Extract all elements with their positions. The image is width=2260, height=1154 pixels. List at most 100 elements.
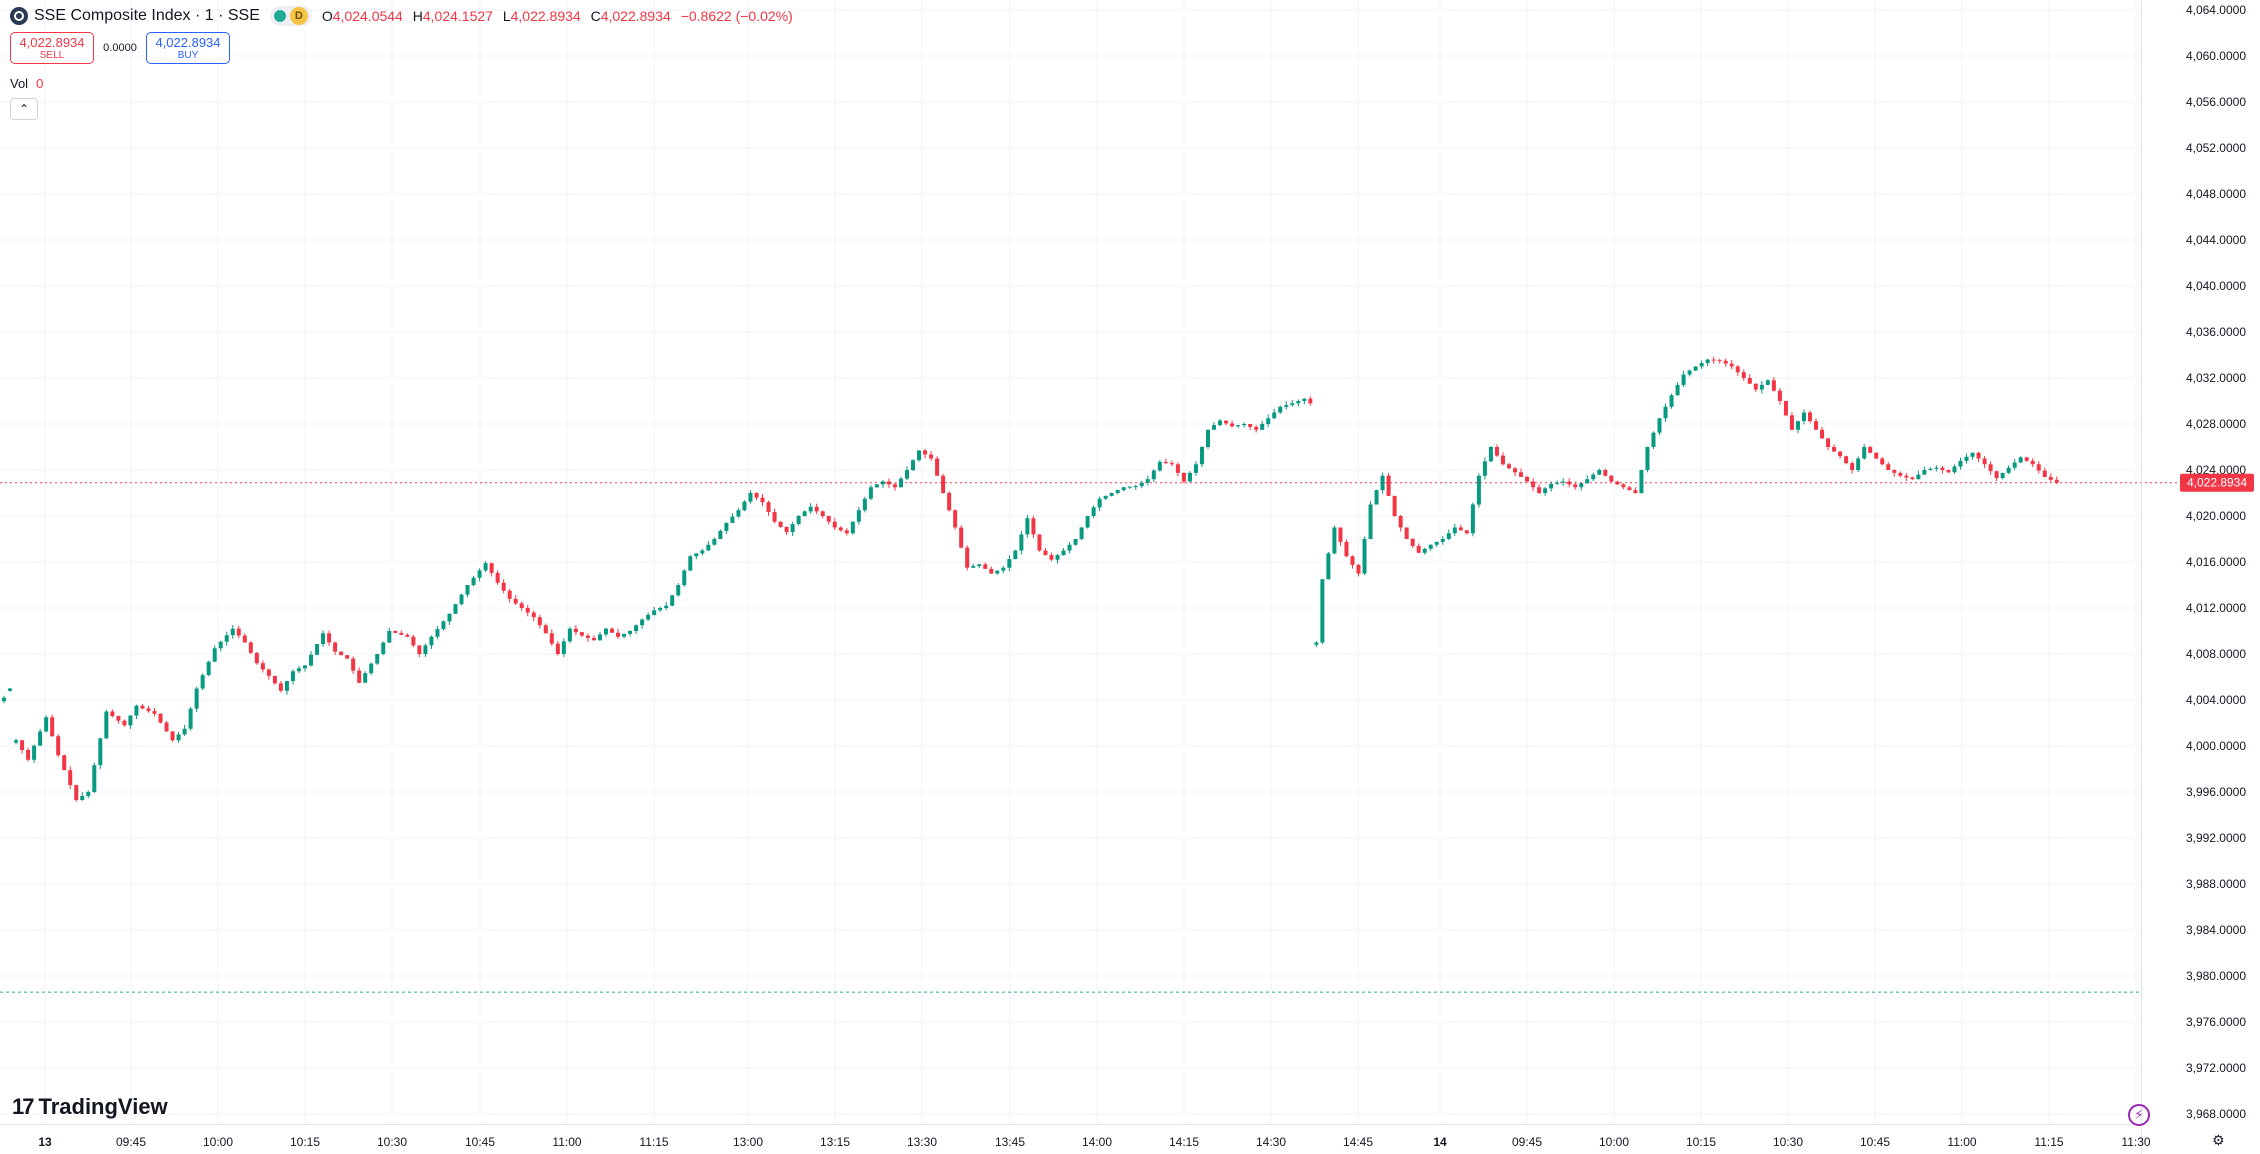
status-badges[interactable]: D <box>269 6 312 26</box>
candle-body <box>1133 486 1138 488</box>
candle-body <box>1446 533 1451 539</box>
candle-body <box>1507 464 1511 469</box>
y-tick-label: 4,036.0000 <box>2186 325 2246 339</box>
candle-body <box>1681 374 1686 385</box>
candle-body <box>543 625 548 634</box>
gear-icon[interactable]: ⚙ <box>2212 1132 2225 1148</box>
symbol-legend: SSE Composite Index · 1 · SSE D O4,024.0… <box>10 6 799 26</box>
candle-body <box>1500 455 1505 465</box>
candle-body <box>1916 474 1921 480</box>
candle-body <box>579 632 584 636</box>
candle-body <box>98 738 103 766</box>
candle-body <box>1934 467 1939 469</box>
buy-button[interactable]: 4,022.8934 BUY <box>146 32 230 64</box>
open-label: O <box>321 8 333 24</box>
last-price-value: 4,022.8934 <box>2187 476 2247 490</box>
candle-body <box>501 582 506 591</box>
candle-body <box>1838 451 1843 457</box>
change-value: −0.8622 (−0.02%) <box>680 8 793 24</box>
candle-body <box>664 605 669 608</box>
candle-body <box>1573 484 1578 488</box>
candle-body <box>814 506 819 512</box>
candle-body <box>736 510 741 517</box>
candle-body <box>1290 403 1295 406</box>
candle-body <box>1603 470 1608 476</box>
candle-body <box>1127 486 1132 488</box>
candle-body <box>1302 398 1307 401</box>
x-tick-label: 14:45 <box>1343 1135 1373 1149</box>
candle-body <box>459 594 464 605</box>
candle-body <box>616 632 621 637</box>
candle-body <box>1356 564 1361 574</box>
candle-body <box>363 673 368 683</box>
candle-body <box>905 470 909 479</box>
price-axis[interactable]: 4,064.0000 4,060.0000 4,056.0000 4,052.0000… <box>2186 3 2246 1121</box>
candle-body <box>146 708 151 712</box>
candle-body <box>2048 476 2053 480</box>
candle-body <box>1669 395 1674 407</box>
candle-body <box>802 511 807 516</box>
candle-body <box>1795 421 1800 430</box>
y-tick-label: 3,984.0000 <box>2186 923 2246 937</box>
candle-body <box>1856 458 1861 470</box>
candle-body <box>86 792 91 797</box>
candle-body <box>266 669 271 676</box>
candle-body <box>1025 518 1030 535</box>
y-tick-label: 4,064.0000 <box>2186 3 2246 17</box>
high-value: 4,024.1527 <box>422 8 493 24</box>
candle-body <box>622 633 627 637</box>
sell-label: SELL <box>39 50 65 61</box>
x-tick-label: 10:00 <box>203 1135 233 1149</box>
candle-body <box>700 550 705 554</box>
candle-body <box>1862 447 1867 459</box>
candle-body <box>1272 412 1277 419</box>
candle-body <box>1085 516 1090 528</box>
candle-body <box>333 642 338 652</box>
candle-body <box>182 728 187 735</box>
x-tick-label: 10:45 <box>465 1135 495 1149</box>
candle-body <box>1187 472 1192 482</box>
candle-body <box>176 734 181 741</box>
candle-body <box>1175 464 1180 473</box>
candle-body <box>1723 360 1728 364</box>
candle-body <box>1464 530 1469 534</box>
candle-body <box>387 631 392 643</box>
candle-body <box>826 516 831 522</box>
candle-body <box>1145 479 1150 483</box>
candle-body <box>1952 466 1957 473</box>
candle-body <box>1314 642 1319 645</box>
delayed-badge[interactable]: D <box>289 7 308 25</box>
candle-body <box>610 628 615 633</box>
chevron-up-icon[interactable]: ⌃ <box>10 98 38 120</box>
x-tick-label: 10:30 <box>377 1135 407 1149</box>
x-tick-label: 13:00 <box>733 1135 763 1149</box>
time-axis[interactable]: 13 09:45 10:00 10:15 10:30 10:45 11:00 11:15 13:… <box>38 1135 2151 1149</box>
candle-body <box>116 716 121 721</box>
candle-body <box>242 635 247 643</box>
candle-body <box>471 577 476 585</box>
candle-body <box>1609 475 1614 482</box>
lightning-icon[interactable]: ⚡ <box>2128 1104 2150 1126</box>
x-tick-label: 10:15 <box>290 1135 320 1149</box>
candle-body <box>646 614 651 620</box>
sell-button[interactable]: 4,022.8934 SELL <box>10 32 94 64</box>
x-tick-label: 10:15 <box>1686 1135 1716 1149</box>
candle-body <box>1621 484 1626 488</box>
candle-body <box>1121 487 1126 491</box>
candle-body <box>272 675 277 684</box>
candle-body <box>236 628 241 636</box>
y-tick-label: 4,032.0000 <box>2186 371 2246 385</box>
high-label: H <box>412 8 423 24</box>
tradingview-logo[interactable]: 17 TradingView <box>12 1094 168 1120</box>
candle-body <box>1181 472 1186 482</box>
candle-body <box>351 658 356 671</box>
candle-body <box>200 675 205 689</box>
candle-body <box>38 731 43 746</box>
candle-body <box>296 668 301 672</box>
candle-body <box>104 711 109 739</box>
candle-body <box>56 736 61 756</box>
candle-body <box>152 711 157 714</box>
y-tick-label: 3,976.0000 <box>2186 1015 2246 1029</box>
symbol-title[interactable]: SSE Composite Index · 1 · SSE <box>34 7 260 24</box>
